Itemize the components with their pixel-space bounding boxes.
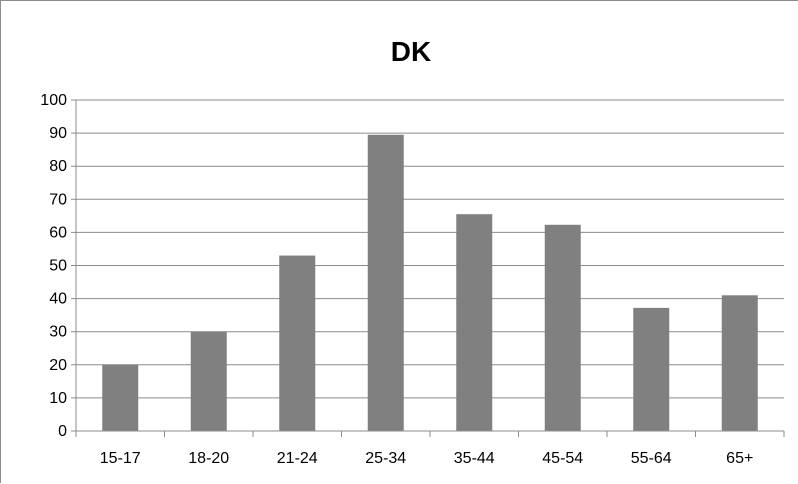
bar-18-20 [190,331,227,431]
x-tick-label: 45-54 [542,450,583,467]
y-tick-label: 30 [49,324,67,341]
bar-21-24 [279,255,316,431]
chart-title: DK [391,36,431,67]
x-tick-label: 18-20 [188,450,229,467]
x-axis: 15-17 18-20 21-24 25-34 35-44 45-54 55-64 65+ [75,430,785,467]
y-tick-label: 60 [49,224,67,241]
bar-25-34 [367,134,404,431]
x-tick-label: 65+ [726,450,753,467]
bars [102,134,758,431]
y-axis: 0 10 20 30 40 50 60 70 80 90 100 [40,92,77,440]
y-tick-label: 40 [49,291,67,308]
y-tick-label: 70 [49,191,67,208]
gridlines [76,99,784,399]
bar-55-64 [633,307,670,431]
x-tick-label: 21-24 [277,450,318,467]
x-tick-label: 35-44 [454,450,495,467]
y-tick-label: 80 [49,158,67,175]
x-tick-label: 25-34 [365,450,406,467]
y-tick-label: 10 [49,390,67,407]
x-tick-label: 15-17 [100,450,141,467]
bar-65+ [721,295,758,431]
bar-15-17 [102,364,139,431]
y-tick-label: 0 [58,423,67,440]
bar-35-44 [456,214,493,431]
y-tick-label: 90 [49,125,67,142]
y-tick-label: 50 [49,258,67,275]
x-tick-label: 55-64 [631,450,672,467]
y-tick-label: 100 [40,92,67,109]
bar-45-54 [544,224,581,431]
y-tick-label: 20 [49,357,67,374]
